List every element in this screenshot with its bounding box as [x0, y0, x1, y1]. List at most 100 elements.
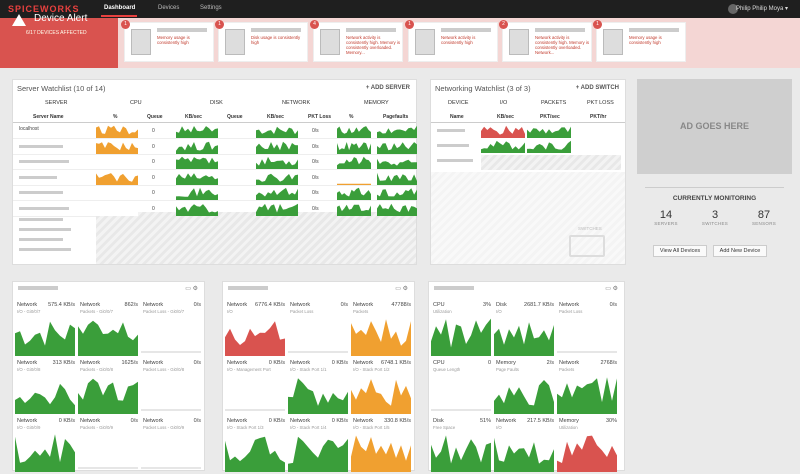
- server-col-header[interactable]: Queue: [147, 114, 163, 120]
- view-all-devices-button[interactable]: View All Devices: [653, 245, 707, 257]
- server-name-redacted[interactable]: [19, 238, 63, 241]
- metric-tile[interactable]: Network 0 KB/s I/O - Stack Port 1/1: [288, 360, 350, 416]
- network-col-header[interactable]: PKT/hr: [590, 114, 607, 120]
- metric-tile[interactable]: Network 217.5 KB/s I/O: [494, 418, 556, 474]
- metric-tile[interactable]: Network 0/s Packet Loss - Gi0/0/9: [141, 418, 203, 474]
- metric-tile[interactable]: Network 330.8 KB/s I/O - Stack Port 1/5: [351, 418, 413, 474]
- monitor-gear-icon[interactable]: ▭ ⚙: [185, 286, 198, 292]
- network-col-header[interactable]: KB/sec: [497, 114, 514, 120]
- row-divider: [13, 138, 416, 139]
- alert-card[interactable]: 1 Memory usage is consistently high: [593, 20, 686, 62]
- device-card-title-redacted[interactable]: [228, 286, 268, 290]
- servers-count[interactable]: 14 SERVERS: [649, 209, 683, 233]
- metric-tile[interactable]: Network 1625/s Packets - Gi0/0/8: [78, 360, 140, 416]
- device-card[interactable]: ▭ ⚙ Network 6776.4 KB/s I/O Network 0/s Packet…: [222, 281, 415, 474]
- ad-placeholder[interactable]: AD GOES HERE: [637, 79, 792, 174]
- device-card-title-redacted[interactable]: [18, 286, 58, 290]
- metric-sublabel: Queue Length: [433, 367, 461, 372]
- metric-tile[interactable]: Disk 51% Free Space: [431, 418, 493, 474]
- spiceworks-logo[interactable]: SPICEWORKS: [8, 4, 80, 14]
- server-col-header[interactable]: Pagefaults: [383, 114, 409, 120]
- metric-tile[interactable]: Network 313 KB/s I/O - Gi0/0/8: [15, 360, 77, 416]
- alert-card[interactable]: 1 Network activity is consistently high: [405, 20, 498, 62]
- device-card[interactable]: ▭ ⚙ Network 575.4 KB/s I/O - Gi0/0/7 Network…: [12, 281, 205, 474]
- metric-graph: [141, 409, 201, 411]
- server-col-header[interactable]: %: [113, 114, 118, 120]
- server-name-redacted[interactable]: [19, 248, 71, 251]
- network-col-header[interactable]: PKT/sec: [540, 114, 560, 120]
- metric-tile[interactable]: Network 2768/s Packets: [557, 360, 619, 416]
- metric-label: CPU: [433, 302, 445, 308]
- server-name[interactable]: localhost: [19, 126, 39, 132]
- metric-value: 0 KB/s: [331, 418, 348, 424]
- metric-tile[interactable]: Memory 30% Utilization: [557, 418, 619, 474]
- network-col-header[interactable]: Name: [450, 114, 464, 120]
- metric-tile[interactable]: Network 0 KB/s I/O - Management Port: [225, 360, 287, 416]
- switches-count-value: 3: [711, 209, 719, 221]
- metric-tile[interactable]: Network 0 KB/s I/O - Stack Port 1/3: [225, 418, 287, 474]
- switch-name-redacted[interactable]: [437, 144, 469, 147]
- nav-devices[interactable]: Devices: [158, 5, 180, 11]
- server-name-redacted[interactable]: [19, 144, 63, 148]
- alert-card[interactable]: 1 Disk usage is consistently high: [215, 20, 308, 62]
- nav-dashboard[interactable]: Dashboard: [104, 5, 136, 11]
- metric-tile[interactable]: Network 0/s Packet Loss - Gi0/0/8: [141, 360, 203, 416]
- metric-tile[interactable]: Network 6748.1 KB/s I/O - Stack Port 1/2: [351, 360, 413, 416]
- server-col-header[interactable]: Server Name: [33, 114, 64, 120]
- metric-tile[interactable]: Network 575.4 KB/s I/O - Gi0/0/7: [15, 302, 77, 358]
- metric-tile[interactable]: Network 0 KB/s I/O - Stack Port 1/4: [288, 418, 350, 474]
- server-name-redacted[interactable]: [19, 175, 57, 179]
- metric-tile[interactable]: Network 0/s Packets - Gi0/0/9: [78, 418, 140, 474]
- metric-graph: [225, 409, 285, 411]
- memory-sparkline-area: [337, 156, 371, 169]
- metric-graph: [351, 379, 411, 414]
- metric-tile[interactable]: Network 0/s Packet Loss - Gi0/0/7: [141, 302, 203, 358]
- metric-tile[interactable]: Network 0/s Packet Loss: [557, 302, 619, 358]
- metric-tile[interactable]: Network 0 KB/s I/O - Gi0/0/9: [15, 418, 77, 474]
- server-col-header[interactable]: %: [349, 114, 354, 120]
- server-name-redacted[interactable]: [19, 218, 63, 221]
- switch-io-sparkline-area: [481, 140, 525, 153]
- alert-card[interactable]: 1 Memory usage is consistently high: [121, 20, 214, 62]
- memory-sparkline-area: [337, 183, 371, 185]
- server-name-redacted[interactable]: [19, 206, 69, 210]
- metric-tile[interactable]: Network 47788/s Packets: [351, 302, 413, 358]
- alert-card[interactable]: 2 Network activity is consistently high. …: [499, 20, 592, 62]
- memory-sparkline-graph: [337, 183, 371, 185]
- monitor-gear-icon[interactable]: ▭ ⚙: [395, 286, 408, 292]
- metric-tile[interactable]: Network 6776.4 KB/s I/O: [225, 302, 287, 358]
- device-card-title-redacted[interactable]: [434, 286, 474, 290]
- metric-tile[interactable]: CPU 0 Queue Length: [431, 360, 493, 416]
- server-name-redacted[interactable]: [19, 228, 71, 231]
- disk-sparkline: [176, 141, 218, 154]
- server-name-redacted[interactable]: [19, 160, 69, 163]
- monitor-gear-icon[interactable]: ▭ ⚙: [605, 286, 618, 292]
- server-col-header[interactable]: KB/sec: [185, 114, 202, 120]
- metric-tile[interactable]: Network 0/s Packet Loss: [288, 302, 350, 358]
- server-col-header[interactable]: KB/sec: [267, 114, 284, 120]
- add-switch-button[interactable]: + ADD SWITCH: [575, 85, 619, 91]
- server-name-redacted[interactable]: [19, 191, 63, 194]
- metric-tile[interactable]: CPU 3% Utilization: [431, 302, 493, 358]
- alert-card[interactable]: 4 Network activity is consistently high. …: [310, 20, 403, 62]
- add-server-button[interactable]: + ADD SERVER: [365, 85, 410, 91]
- metric-graph-area: [225, 436, 285, 472]
- avatar[interactable]: [728, 4, 738, 14]
- device-alert-summary[interactable]: [0, 18, 118, 68]
- device-card[interactable]: ▭ ⚙ CPU 3% Utilization Disk 2681.7 KB/s I/O Net…: [428, 281, 625, 474]
- metric-value: 0 KB/s: [58, 418, 75, 424]
- metric-tile[interactable]: Network 862/s Packets - Gi0/0/7: [78, 302, 140, 358]
- add-new-device-button[interactable]: Add New Device: [713, 245, 767, 257]
- server-col-header[interactable]: PKT Loss: [308, 114, 332, 120]
- switches-count[interactable]: 3 SWITCHES: [698, 209, 732, 233]
- metric-graph: [494, 380, 554, 414]
- metric-graph: [78, 320, 138, 356]
- user-menu[interactable]: Philip Philip Moya ▾: [735, 6, 788, 12]
- server-col-header[interactable]: Queue: [227, 114, 243, 120]
- switch-name-redacted[interactable]: [437, 129, 465, 132]
- switch-name-redacted[interactable]: [437, 159, 473, 162]
- nav-settings[interactable]: Settings: [200, 5, 222, 11]
- metric-tile[interactable]: Disk 2681.7 KB/s I/O: [494, 302, 556, 358]
- metric-tile[interactable]: Memory 2/s Page Faults: [494, 360, 556, 416]
- sensors-count[interactable]: 87 SENSORS: [747, 209, 781, 233]
